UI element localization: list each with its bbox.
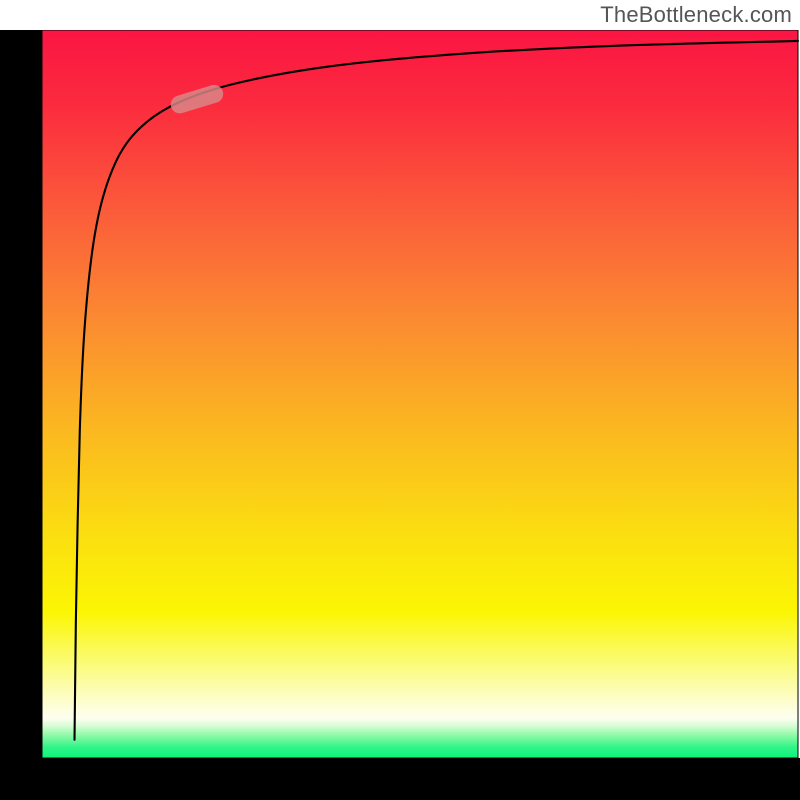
axis-left-band — [0, 30, 42, 800]
axis-bottom-band — [0, 758, 800, 800]
image-frame: TheBottleneck.com — [0, 0, 800, 800]
watermark-text: TheBottleneck.com — [600, 2, 792, 28]
bottleneck-chart — [0, 30, 800, 800]
chart-background — [42, 30, 798, 758]
